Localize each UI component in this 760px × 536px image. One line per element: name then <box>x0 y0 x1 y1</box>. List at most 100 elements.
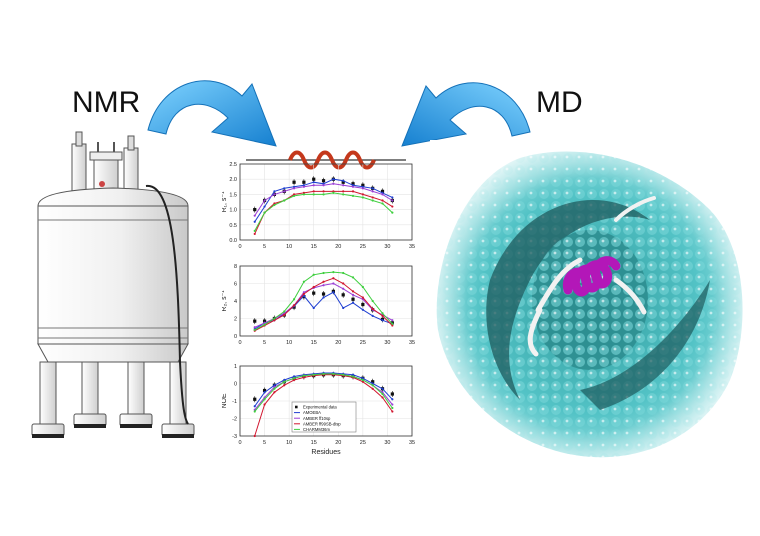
series-point <box>371 187 374 190</box>
series-point <box>312 285 315 289</box>
series-point <box>391 196 394 199</box>
legend-marker <box>295 405 298 409</box>
x-tick-label: 10 <box>286 340 292 346</box>
series-point <box>263 321 266 324</box>
series-point <box>361 377 364 380</box>
y-tick-label: 2.5 <box>229 162 237 168</box>
series-point <box>351 293 355 296</box>
series-point <box>361 187 364 190</box>
x-tick-label: 5 <box>263 244 266 250</box>
series-point <box>253 326 256 329</box>
x-tick-label: 30 <box>384 440 390 446</box>
series-point <box>322 190 325 193</box>
series-point <box>302 184 305 187</box>
series-point <box>322 372 325 375</box>
series-point <box>371 382 374 385</box>
series-point <box>381 193 384 196</box>
legend-entry: AMBER ff10sp <box>303 416 331 421</box>
series-point <box>342 373 345 376</box>
legend-entry: Experimental data <box>303 405 337 410</box>
series-point <box>302 376 305 379</box>
series-point <box>332 277 335 280</box>
x-tick-label: 5 <box>263 440 266 446</box>
experimental-point <box>361 183 365 187</box>
series-point <box>273 391 276 394</box>
experimental-point <box>302 180 306 184</box>
plot-frame <box>239 163 413 241</box>
y-tick-label: 6 <box>234 282 237 288</box>
series-point <box>332 190 335 193</box>
series-point <box>371 307 374 310</box>
series-point <box>391 398 394 401</box>
series-point <box>332 291 335 294</box>
series-point <box>253 410 256 413</box>
x-tick-label: 25 <box>360 244 366 250</box>
series-point <box>253 232 256 236</box>
series-point <box>312 193 315 196</box>
experimental-point <box>253 319 257 323</box>
series-point <box>292 298 296 301</box>
series-point <box>322 182 325 185</box>
series-point <box>263 403 266 406</box>
series-point <box>263 211 266 214</box>
series-point <box>332 271 335 274</box>
series-point <box>292 375 296 378</box>
series-point <box>322 193 325 196</box>
legend-entry: AMBER ff99SB-disp <box>303 421 341 426</box>
series-point <box>381 396 384 399</box>
experimental-point <box>351 297 355 301</box>
series-point <box>322 284 325 287</box>
series-point <box>283 187 286 190</box>
series-point <box>283 313 286 317</box>
x-tick-label: 35 <box>409 244 415 250</box>
legend-box <box>291 401 357 433</box>
series-line-1 <box>254 372 393 407</box>
series-point <box>371 384 374 387</box>
series-point <box>322 296 325 299</box>
series-point <box>302 185 305 188</box>
series-point <box>351 373 355 376</box>
series-point <box>312 306 315 310</box>
series-point <box>273 387 276 390</box>
series-point <box>312 190 315 193</box>
y-tick-label: 1 <box>234 364 237 370</box>
series-point <box>381 387 384 390</box>
series-point <box>253 405 256 408</box>
series-point <box>342 193 345 196</box>
nmr-magnet-icon <box>31 131 195 438</box>
experimental-point <box>341 180 345 184</box>
series-point <box>351 185 355 188</box>
series-point <box>283 310 286 313</box>
x-tick-label: 0 <box>238 440 241 446</box>
series-point <box>351 194 355 198</box>
y-tick-label: -3 <box>232 434 237 440</box>
series-point <box>332 372 335 375</box>
y-axis-label: R₂, s⁻¹ <box>222 290 228 312</box>
relaxation-charts: 0 5 10 15 20 25 30 350.00.51.01.52.02.5R₁, s⁻¹0… <box>222 162 415 456</box>
series-point <box>322 280 325 283</box>
series-point <box>253 220 256 223</box>
series-point <box>381 319 384 322</box>
x-tick-label: 15 <box>311 440 317 446</box>
series-point <box>312 181 315 184</box>
y-tick-label: -2 <box>232 417 237 423</box>
x-tick-label: 15 <box>311 244 317 250</box>
series-point <box>312 273 315 276</box>
series-point <box>302 374 305 377</box>
series-point <box>312 184 315 187</box>
series-point <box>253 229 256 232</box>
experimental-point <box>321 292 326 296</box>
series-point <box>381 191 384 194</box>
series-point <box>361 196 364 199</box>
series-point <box>273 193 276 196</box>
series-point <box>342 179 345 182</box>
series-point <box>292 378 296 382</box>
series-point <box>292 194 296 198</box>
series-point <box>253 328 256 331</box>
series-point <box>302 291 305 294</box>
md-protein-surface-icon <box>430 140 750 470</box>
experimental-point <box>312 291 316 295</box>
series-point <box>332 191 335 194</box>
experimental-point <box>312 177 316 181</box>
series-point <box>391 410 394 413</box>
